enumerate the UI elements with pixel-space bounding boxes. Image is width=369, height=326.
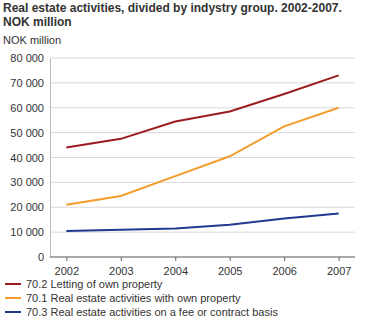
tick-mark <box>66 257 67 261</box>
tick: 10 000 <box>10 226 50 238</box>
tick-mark <box>121 257 122 261</box>
tick: 2005 <box>218 257 242 277</box>
tick-label: 50 000 <box>10 127 44 139</box>
legend: 70.2 Letting of own property 70.1 Real es… <box>5 278 278 318</box>
tick-label: 2005 <box>218 265 242 277</box>
tick-mark <box>175 257 176 261</box>
tick: 20 000 <box>10 201 50 213</box>
y-axis: 0 10 000 20 000 30 000 40 000 50 000 60 000 70 … <box>10 52 50 263</box>
legend-label: 70.2 Letting of own property <box>26 278 163 290</box>
tick-mark <box>284 257 285 261</box>
grid <box>50 58 355 257</box>
tick: 2004 <box>164 257 188 277</box>
tick: 60 000 <box>10 102 50 114</box>
tick: 80 000 <box>10 52 50 64</box>
tick-mark <box>339 257 340 261</box>
title: Real estate activities, divided by indys… <box>3 1 342 29</box>
tick-label: 2004 <box>164 265 188 277</box>
tick: 2007 <box>327 257 351 277</box>
legend-label: 70.3 Real estate activities on a fee or … <box>26 306 278 318</box>
tick: 2006 <box>272 257 296 277</box>
tick: 70 000 <box>10 77 50 89</box>
grid-line <box>50 182 355 183</box>
grid-line <box>50 157 355 158</box>
grid-line <box>50 232 355 233</box>
tick-label: 2003 <box>109 265 133 277</box>
legend-label: 70.1 Real estate activities with own pro… <box>26 292 241 304</box>
line <box>66 108 338 205</box>
tick-label: 80 000 <box>10 52 44 64</box>
grid-line <box>50 107 355 108</box>
tick: 50 000 <box>10 127 50 139</box>
legend-swatch <box>5 283 21 285</box>
grid-line <box>50 132 355 133</box>
legend-swatch <box>5 297 21 299</box>
tick: 0 <box>38 251 50 263</box>
tick-label: 0 <box>38 251 44 263</box>
tick-label: 70 000 <box>10 77 44 89</box>
tick-label: 60 000 <box>10 102 44 114</box>
grid-line <box>50 207 355 208</box>
axis-title: NOK million <box>3 34 61 46</box>
tick: 2003 <box>109 257 133 277</box>
tick: 2002 <box>55 257 79 277</box>
line <box>66 75 338 147</box>
tick-label: 2002 <box>55 265 79 277</box>
tick-label: 2007 <box>327 265 351 277</box>
chart: Real estate activities, divided by indys… <box>0 0 369 326</box>
grid-line <box>50 257 355 258</box>
x-axis: 2002 2003 2004 2005 2006 2007 <box>50 257 355 277</box>
tick: 30 000 <box>10 176 50 188</box>
tick-label: 20 000 <box>10 201 44 213</box>
tick-label: 30 000 <box>10 176 44 188</box>
axis-line <box>50 59 51 258</box>
tick-label: 10 000 <box>10 226 44 238</box>
axis-line <box>50 257 355 258</box>
tick: 40 000 <box>10 152 50 164</box>
line <box>66 213 338 230</box>
grid-line <box>50 58 355 59</box>
grid-line <box>50 82 355 83</box>
tick-label: 40 000 <box>10 152 44 164</box>
tick-label: 2006 <box>272 265 296 277</box>
legend-swatch <box>5 311 21 313</box>
plot-area <box>66 75 338 230</box>
tick-mark <box>230 257 231 261</box>
